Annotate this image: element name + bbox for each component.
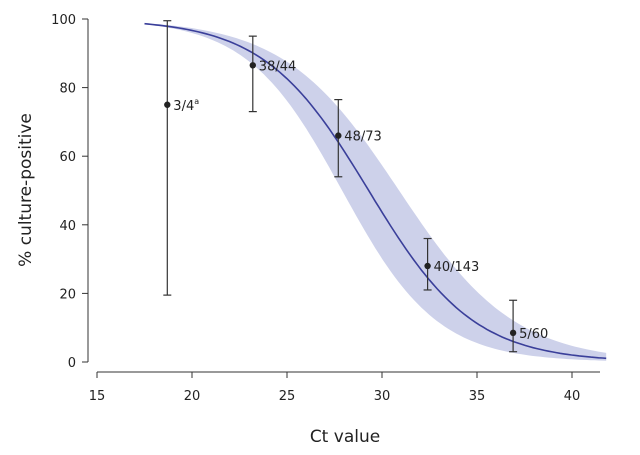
data-point (509, 329, 517, 337)
confidence-band (144, 23, 607, 361)
x-tick-label: 20 (184, 389, 201, 404)
y-tick-label: 20 (59, 287, 76, 302)
data-label-superscript: a (194, 97, 199, 106)
data-label: 48/73 (344, 130, 381, 145)
y-tick-label: 60 (59, 150, 76, 165)
data-label: 3/4a (173, 97, 199, 114)
data-label: 40/143 (434, 260, 480, 275)
x-tick-label: 30 (374, 389, 391, 404)
y-tick-label: 0 (68, 356, 76, 371)
data-label: 5/60 (519, 327, 548, 342)
data-point (424, 262, 431, 270)
y-tick-label: 80 (59, 82, 76, 97)
y-axis-label: % culture-positive (16, 113, 36, 267)
x-tick-label: 25 (279, 389, 296, 404)
fit-curve (144, 22, 607, 360)
data-label: 38/44 (259, 59, 296, 74)
x-axis-label: Ct value (310, 427, 380, 447)
y-tick-label: 40 (59, 219, 76, 234)
x-tick-label: 35 (469, 389, 486, 404)
axes (87, 19, 600, 373)
y-tick-label: 100 (51, 13, 76, 28)
data-point (164, 101, 171, 108)
x-tick-label: 15 (89, 389, 106, 404)
data-point (335, 132, 342, 139)
x-tick-label: 40 (564, 389, 581, 404)
data-point (249, 62, 256, 69)
